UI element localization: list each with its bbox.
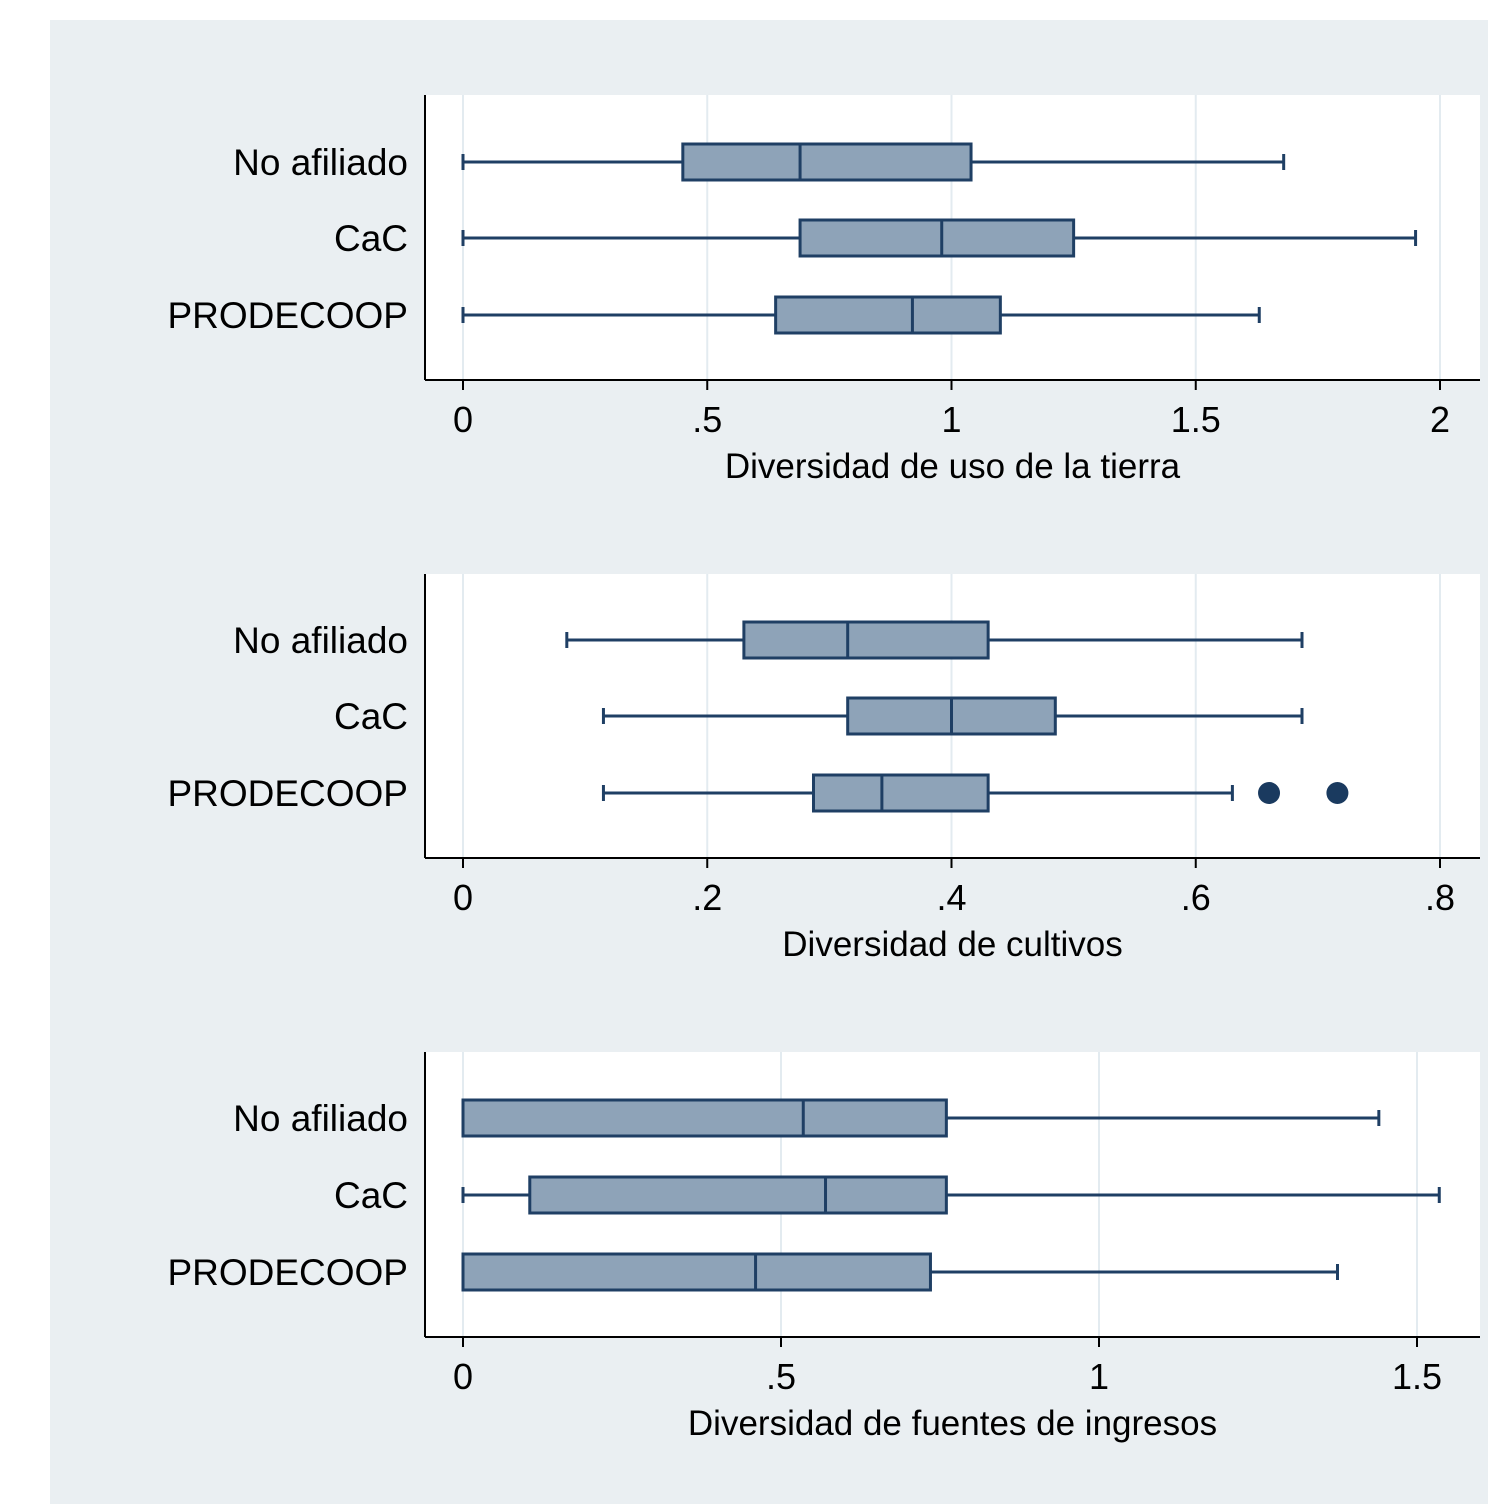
iqr-box: [461, 1252, 932, 1292]
iqr-box: [528, 1175, 948, 1215]
box-no-afiliado: [461, 1098, 1381, 1138]
box-cac: [461, 1175, 1441, 1215]
x-tick-label: .2: [692, 877, 722, 918]
iqr-box: [798, 218, 1076, 258]
x-tick-label: 1.5: [1171, 399, 1221, 440]
category-label: No afiliado: [233, 1098, 408, 1139]
category-label: No afiliado: [233, 142, 408, 183]
panel-2: 0 .2 .4 .6 .8 Diversidad de cultivos No afilia…: [167, 574, 1480, 964]
iqr-box: [811, 773, 990, 813]
x-tick-label: .8: [1425, 877, 1455, 918]
x-tick-label: .4: [936, 877, 966, 918]
x-tick-label: 2: [1430, 399, 1450, 440]
iqr-box: [461, 1098, 948, 1138]
x-axis-title: Diversidad de uso de la tierra: [725, 447, 1181, 486]
outlier-point: [1258, 782, 1281, 804]
category-label: CaC: [334, 1175, 408, 1216]
x-tick-label: 0: [453, 1356, 473, 1397]
category-label: CaC: [334, 696, 408, 737]
x-tick-label: 0: [453, 399, 473, 440]
outlier-point: [1326, 782, 1349, 804]
box-cac: [461, 218, 1418, 258]
panel-1: 0 .5 1 1.5 2 Diversidad de uso de la tierra No…: [167, 95, 1480, 486]
x-axis-title: Diversidad de fuentes de ingresos: [688, 1404, 1217, 1443]
box-prodecoop: [461, 1252, 1339, 1292]
box-prodecoop: [461, 295, 1261, 335]
category-label: PRODECOOP: [167, 1252, 408, 1293]
iqr-box: [742, 620, 990, 660]
x-tick-label: 1.5: [1392, 1356, 1442, 1397]
x-tick-label: .6: [1181, 877, 1211, 918]
x-tick-label: 1: [941, 399, 961, 440]
x-tick-label: .5: [692, 399, 722, 440]
category-label: PRODECOOP: [167, 295, 408, 336]
box-cac: [601, 696, 1304, 736]
x-tick-label: 0: [453, 877, 473, 918]
box-prodecoop: [601, 773, 1349, 813]
x-tick-label: 1: [1089, 1356, 1109, 1397]
iqr-box: [681, 142, 973, 182]
x-axis-title: Diversidad de cultivos: [782, 925, 1122, 964]
category-label: PRODECOOP: [167, 773, 408, 814]
category-label: No afiliado: [233, 620, 408, 661]
iqr-box: [774, 295, 1002, 335]
category-label: CaC: [334, 218, 408, 259]
x-tick-label: .5: [766, 1356, 796, 1397]
panel-3: 0 .5 1 1.5 Diversidad de fuentes de ingresos…: [167, 1052, 1480, 1443]
box-no-afiliado: [565, 620, 1304, 660]
box-no-afiliado: [461, 142, 1286, 182]
